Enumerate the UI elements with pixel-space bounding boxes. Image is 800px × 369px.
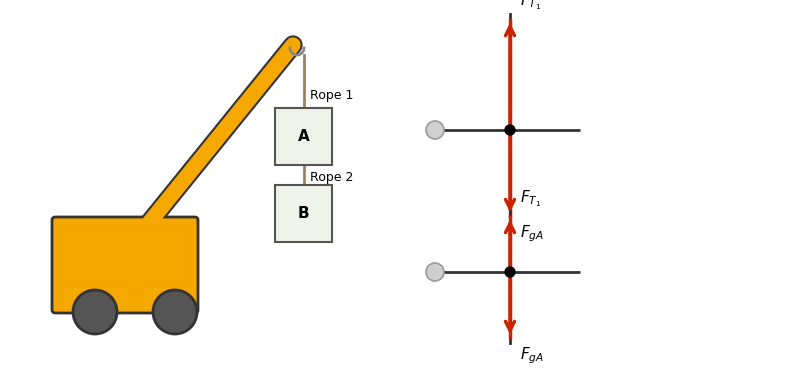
Text: Rope 2: Rope 2	[310, 172, 354, 184]
Text: $F_{gA}$: $F_{gA}$	[520, 223, 544, 244]
Text: Rope 1: Rope 1	[310, 89, 354, 101]
Circle shape	[505, 125, 515, 135]
FancyBboxPatch shape	[275, 185, 332, 242]
Circle shape	[426, 263, 444, 281]
Circle shape	[426, 121, 444, 139]
Text: $F_{T_1}$: $F_{T_1}$	[520, 0, 542, 12]
Text: A: A	[298, 129, 310, 144]
FancyBboxPatch shape	[52, 217, 198, 313]
Circle shape	[505, 267, 515, 277]
Text: $F_{gA}$: $F_{gA}$	[520, 345, 544, 366]
Circle shape	[73, 290, 117, 334]
Text: B: B	[298, 206, 310, 221]
FancyBboxPatch shape	[275, 108, 332, 165]
Text: $F_{T_1}$: $F_{T_1}$	[520, 189, 542, 209]
Circle shape	[153, 290, 197, 334]
